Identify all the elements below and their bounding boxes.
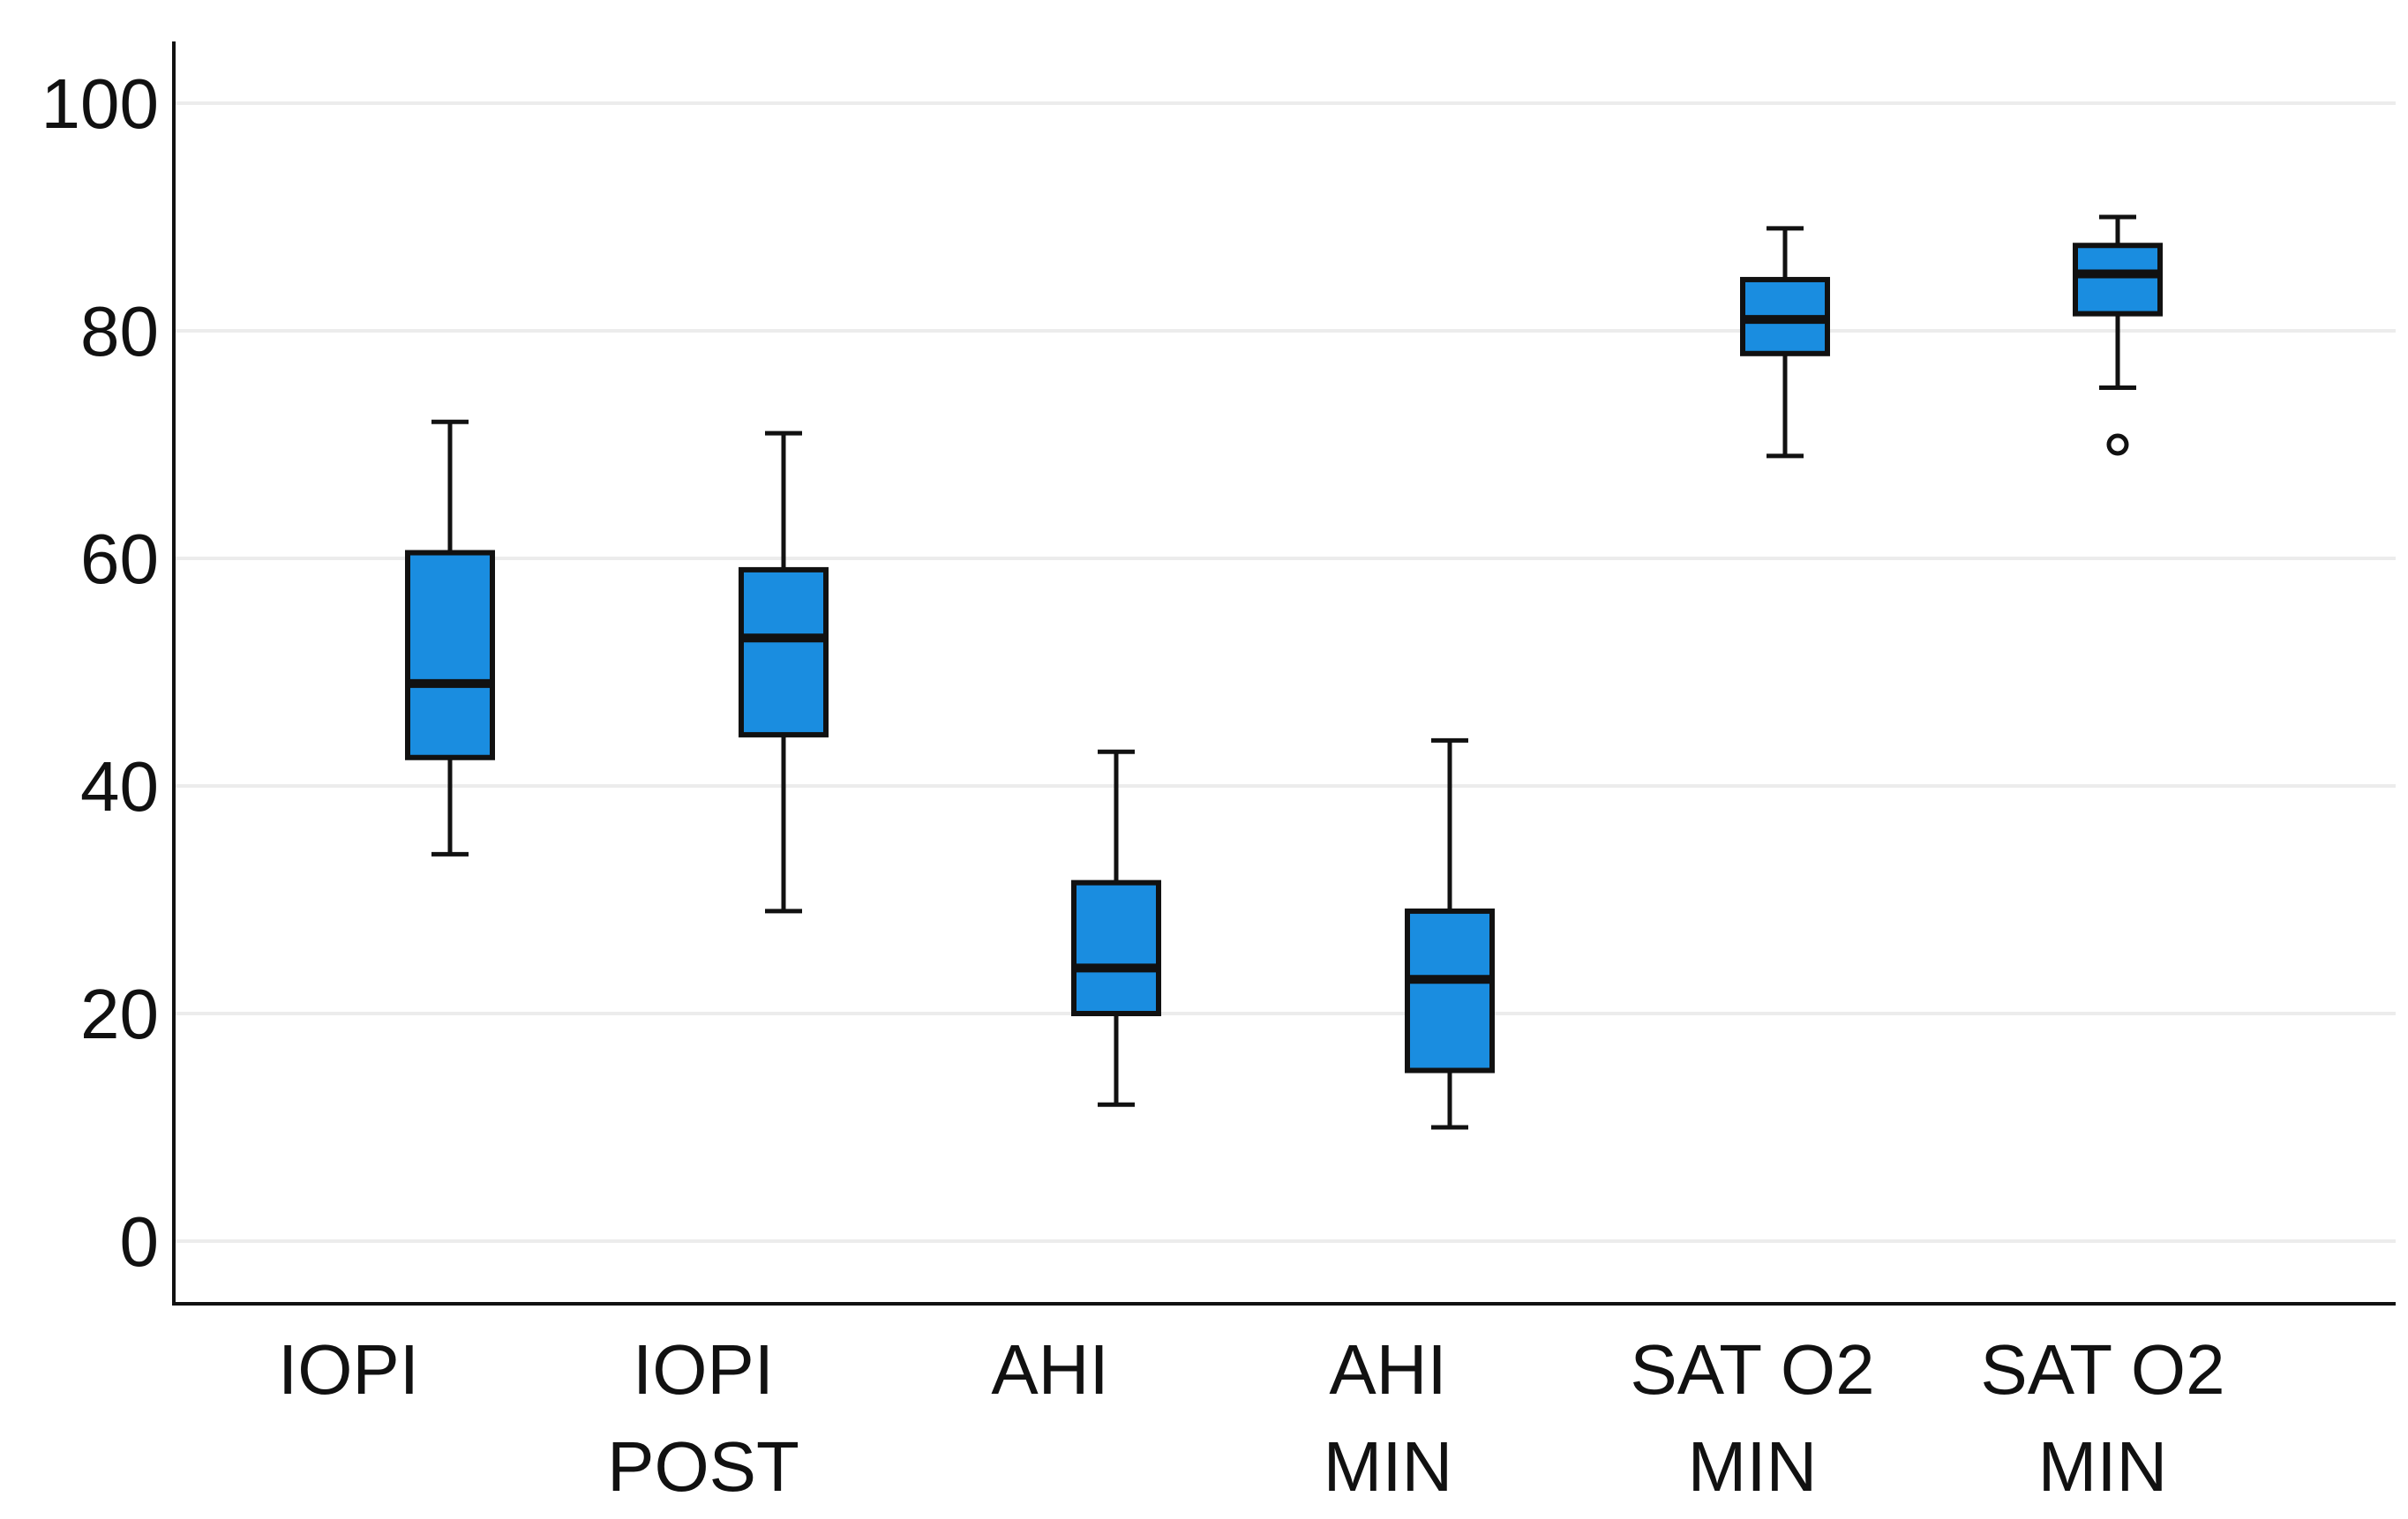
x-category-label-line: MIN <box>1324 1427 1453 1506</box>
x-category-label-line: IOPI <box>633 1330 774 1409</box>
gridlines <box>176 101 2396 1243</box>
x-category-label: SAT O2 MIN <box>1630 1330 1874 1506</box>
iqr-box <box>1405 908 1495 1074</box>
box-group-6 <box>2073 214 2163 456</box>
box-group-3 <box>1071 749 1161 1107</box>
x-category-label-line: AHI <box>991 1330 1108 1409</box>
iqr-box <box>405 550 495 760</box>
y-tick-label: 20 <box>80 975 159 1053</box>
y-tick-label: 40 <box>80 747 159 826</box>
y-tick-label: 80 <box>80 292 159 370</box>
iqr-box <box>739 566 829 737</box>
x-category-label-line: MIN <box>2038 1427 2168 1506</box>
box-group-4 <box>1405 737 1495 1130</box>
x-category-label: AHI MIN <box>1324 1330 1453 1506</box>
y-tick-label: 0 <box>120 1202 160 1281</box>
iqr-box <box>2073 243 2163 317</box>
x-category-label-line: SAT O2 <box>1980 1330 2224 1409</box>
x-category-label: IOPI <box>278 1330 419 1409</box>
axes <box>172 41 2396 1306</box>
x-category-label-line: MIN <box>1688 1427 1818 1506</box>
x-category-label: IOPI POST <box>607 1330 799 1506</box>
y-tick-label: 60 <box>80 520 159 598</box>
x-category-label-line: AHI <box>1329 1330 1446 1409</box>
y-tick-label: 100 <box>41 64 159 143</box>
box-group-1 <box>405 419 495 857</box>
x-category-label: SAT O2 MIN <box>1980 1330 2224 1506</box>
box-series <box>405 214 2163 1130</box>
y-axis-ticks: 0 20 40 60 80 100 <box>41 64 159 1281</box>
outlier-point <box>2106 433 2129 456</box>
box-group-5 <box>1740 226 1830 459</box>
x-category-label: AHI <box>991 1330 1108 1409</box>
x-category-label-line: SAT O2 <box>1630 1330 1874 1409</box>
iqr-box <box>1071 879 1161 1017</box>
x-axis-labels: IOPI IOPI POST AHI AHI MIN SAT O2 MIN SAT O2 MIN <box>278 1330 2225 1506</box>
box-group-2 <box>739 430 829 914</box>
x-category-label-line: POST <box>607 1427 799 1506</box>
x-category-label-line: IOPI <box>278 1330 419 1409</box>
